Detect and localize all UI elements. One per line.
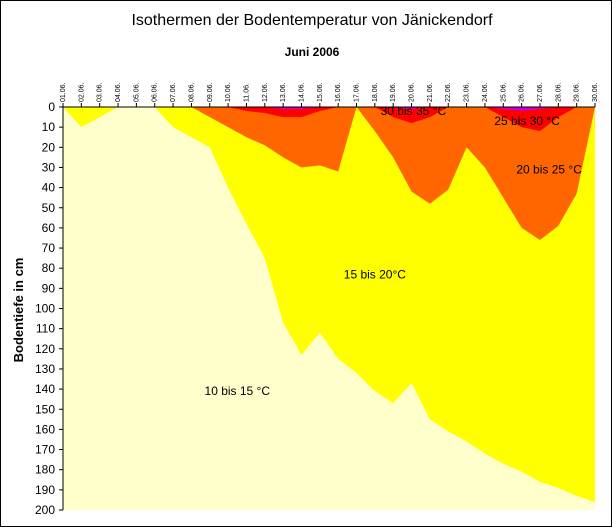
x-tick-label: 17.06. — [354, 82, 361, 102]
x-tick-label: 03.06. — [97, 82, 104, 102]
y-tick-label: 200 — [35, 503, 55, 517]
zone-label: 30 bis 35 °C — [381, 104, 447, 118]
y-tick-label: 70 — [42, 241, 56, 255]
y-tick-label: 180 — [35, 463, 55, 477]
x-tick-label: 05.06. — [133, 82, 140, 102]
axes: 0 10 20 30 40 50 60 70 80 90 100 110 120 130 140 150 160… — [35, 82, 599, 517]
x-tick-label: 23.06. — [464, 82, 471, 102]
y-tick-label: 120 — [35, 342, 55, 356]
x-tick-label: 24.06. — [482, 82, 489, 102]
y-tick-label: 90 — [42, 281, 56, 295]
x-tick-label: 19.06. — [390, 82, 397, 102]
x-tick-label: 10.06. — [225, 82, 232, 102]
x-tick-label: 15.06. — [317, 82, 324, 102]
zone-label: 15 bis 20°C — [344, 267, 407, 281]
y-tick-label: 140 — [35, 382, 55, 396]
zone-label: 25 bis 30 °C — [494, 114, 560, 128]
x-tick-label: 12.06. — [262, 82, 269, 102]
y-tick-label: 130 — [35, 362, 55, 376]
y-tick-label: 160 — [35, 422, 55, 436]
x-tick-label: 20.06. — [409, 82, 416, 102]
x-tick-label: 26.06. — [519, 82, 526, 102]
x-tick-label: 16.06. — [335, 82, 342, 102]
zone-labels: 10 bis 15 °C 15 bis 20°C 20 bis 25 °C 25 bi… — [205, 104, 583, 398]
x-tick-label: 29.06. — [574, 82, 581, 102]
zone-25-30-area — [63, 107, 595, 132]
x-tick-label: 27.06. — [537, 82, 544, 102]
chart-subtitle: Juni 2006 — [285, 45, 340, 59]
x-tick-label: 02.06. — [78, 82, 85, 102]
y-axis-label: Bodentiefe in cm — [11, 258, 26, 363]
x-tick-label: 28.06. — [555, 82, 562, 102]
y-tick-label: 20 — [42, 140, 56, 154]
y-tick-label: 40 — [42, 181, 56, 195]
y-tick-label: 100 — [35, 302, 55, 316]
y-tick-label: 150 — [35, 402, 55, 416]
y-tick-label: 10 — [42, 120, 56, 134]
y-tick-label: 0 — [48, 100, 55, 114]
y-tick-label: 30 — [42, 160, 56, 174]
y-tick-label: 60 — [42, 221, 56, 235]
zone-label: 10 bis 15 °C — [205, 384, 271, 398]
x-tick-label: 04.06. — [115, 82, 122, 102]
x-tick-label: 06.06. — [152, 82, 159, 102]
y-tick-label: 170 — [35, 443, 55, 457]
chart-title: Isothermen der Bodentemperatur von Jänic… — [131, 12, 493, 29]
zone-20-25-area — [63, 107, 595, 240]
y-tick-label: 110 — [36, 322, 55, 336]
x-tick-label: 09.06. — [207, 82, 214, 102]
x-tick-label: 14.06. — [298, 82, 305, 102]
y-tick-label: 50 — [42, 201, 56, 215]
x-tick-label: 07.06. — [170, 82, 177, 102]
x-tick-label: 30.06. — [592, 82, 599, 102]
y-tick-label: 190 — [35, 483, 55, 497]
plot-area — [63, 107, 595, 510]
x-tick-label: 18.06. — [372, 82, 379, 102]
x-tick-label: 21.06. — [427, 82, 434, 102]
x-tick-label: 13.06. — [280, 82, 287, 102]
x-tick-label: 01.06. — [60, 82, 67, 102]
x-tick-label: 08.06. — [188, 82, 195, 102]
x-tick-label: 22.06. — [445, 82, 452, 102]
x-tick-label: 25.06. — [500, 82, 507, 102]
zone-15-20-area — [63, 107, 595, 502]
zone-label: 20 bis 25 °C — [516, 162, 582, 176]
y-tick-label: 80 — [42, 261, 56, 275]
x-tick-label: 11.06. — [243, 83, 250, 102]
